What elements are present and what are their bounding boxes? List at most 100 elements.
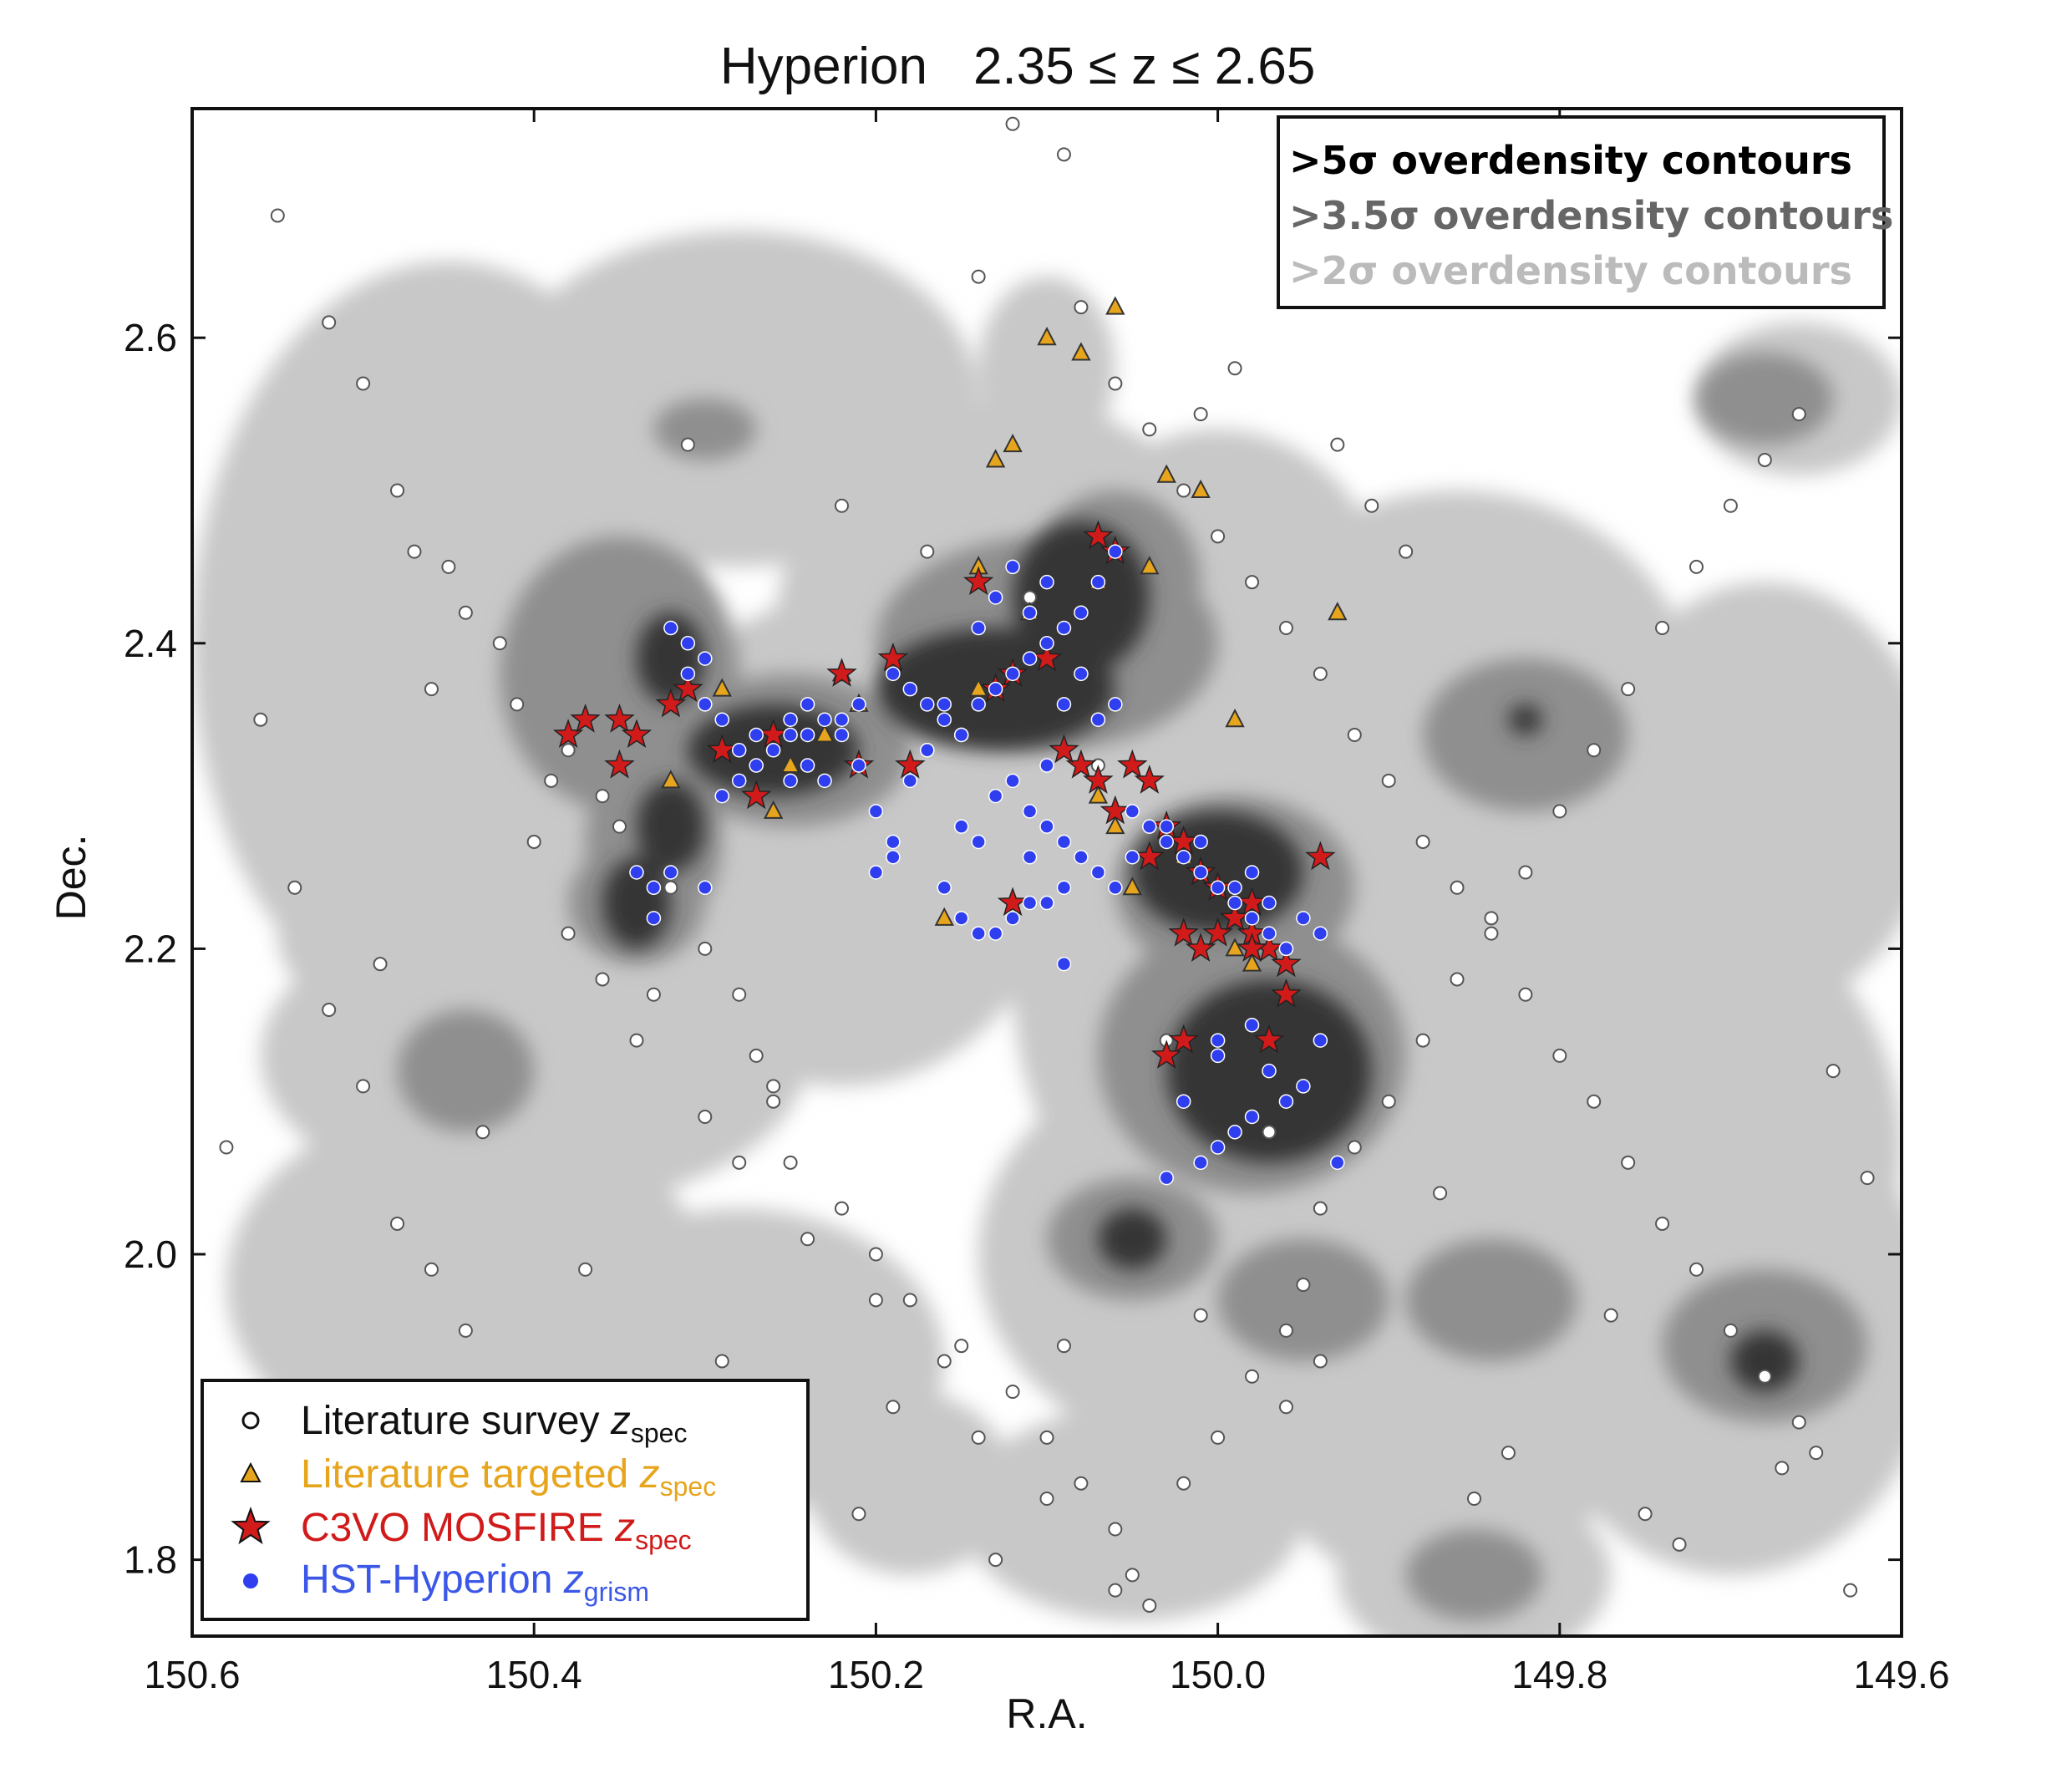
literature-survey-point [407,544,422,559]
hst-hyperion-point [800,697,815,712]
literature-survey-point [1484,911,1499,926]
legend-marker-literature-targeted [240,1461,262,1482]
literature-survey-point [510,697,525,712]
literature-survey-point [698,1109,713,1124]
hst-hyperion-point [1005,911,1020,926]
c3vo-mosfire-point [1134,841,1165,871]
literature-survey-point [1450,972,1465,987]
literature-survey-point [1433,1186,1448,1201]
hst-hyperion-point [1262,895,1277,911]
marker-legend: Literature survey zspec Literature targe… [201,1379,810,1621]
hst-hyperion-point [1108,544,1123,559]
hst-hyperion-point [953,727,969,743]
c3vo-mosfire-point [604,749,635,779]
hst-hyperion-point [731,743,747,758]
literature-survey-point [1484,926,1499,941]
c3vo-mosfire-point [1117,749,1148,779]
c3vo-mosfire-point [877,642,909,672]
c3vo-mosfire-point [997,887,1028,917]
hst-hyperion-point [886,834,901,850]
literature-survey-point [1655,1216,1670,1231]
x-axis-label: R.A. [1006,1690,1087,1737]
x-tick-label: 150.0 [1170,1653,1266,1696]
marker-legend-box [201,1379,810,1621]
literature-survey-point [1125,1568,1140,1583]
literature-survey-point [680,437,695,452]
literature-targeted-point [1122,877,1142,896]
hst-hyperion-point [749,758,764,773]
hst-hyperion-point [800,758,815,773]
literature-survey-point [1347,727,1362,742]
hst-hyperion-point [1227,895,1242,911]
hst-hyperion-point [1005,559,1020,575]
literature-survey-point [766,1094,781,1109]
literature-survey-point [390,483,405,498]
c3vo-mosfire-point [1168,1024,1199,1054]
literature-targeted-point [1225,709,1245,728]
c3vo-mosfire-point [1151,1039,1182,1069]
contour-2sigma-region [1320,826,1526,1010]
hst-hyperion-points [629,544,1345,1186]
contour-2sigma-region [961,1406,1303,1621]
data-points [219,116,1875,1613]
legend-label-c3vo-mosfire: C3VO MOSFIRE zspec [301,1506,692,1555]
hst-hyperion-point [988,681,1003,697]
y-axis-label: Dec. [48,835,94,921]
literature-survey-point [578,1262,593,1277]
literature-targeted-point [1003,434,1023,453]
c3vo-mosfire-point [1168,826,1199,855]
chart-title: Hyperion [720,38,927,95]
hst-hyperion-point [749,727,764,743]
hst-hyperion-point [1022,651,1038,666]
c3vo-mosfire-point [1253,1024,1285,1054]
literature-survey-point [1227,361,1242,376]
contour-2sigma-region [1593,582,1902,1010]
literature-survey-point [1775,1461,1790,1476]
hst-hyperion-point [765,743,781,758]
literature-survey-point [1518,865,1533,880]
hst-hyperion-point [1056,956,1072,972]
literature-survey-point [766,1079,781,1094]
hst-hyperion-point [817,712,832,727]
literature-survey-point [954,1339,969,1354]
literature-survey-point [1005,116,1020,131]
hst-hyperion-point [1296,911,1311,926]
literature-survey-point [1638,1507,1653,1522]
hst-hyperion-point [1244,865,1260,880]
contour-5sigma-region [602,856,671,949]
hst-hyperion-point [783,727,798,743]
literature-survey-point [1193,1308,1208,1323]
literature-survey-point [1074,1476,1089,1491]
hst-hyperion-point [1296,1079,1311,1094]
literature-survey-point [544,773,559,788]
c3vo-mosfire-point [1134,765,1165,794]
x-tick-label: 150.4 [486,1653,582,1696]
hst-hyperion-point [971,926,986,941]
literature-targeted-point [815,724,835,743]
literature-survey-point [1552,804,1567,819]
hst-hyperion-point [1278,941,1294,957]
literature-survey-point [1108,1522,1123,1537]
contour-3p5sigma-region [1696,353,1834,445]
literature-survey-point [612,819,627,834]
literature-survey-point [1056,1339,1071,1354]
c3vo-mosfire-point [895,749,926,779]
literature-survey-point [1552,1048,1567,1063]
chart-title-range: 2.35 ≤ z ≤ 2.65 [973,38,1315,95]
literature-survey-point [1689,559,1704,574]
hst-hyperion-point [1227,1125,1242,1140]
hst-hyperion-point [1074,605,1089,620]
c3vo-mosfire-point [1083,520,1114,550]
hst-hyperion-point [714,712,730,727]
literature-survey-point [424,1262,439,1277]
hst-hyperion-point [988,926,1003,941]
legend-marker-hst-hyperion [243,1573,258,1588]
c3vo-mosfire-point [570,704,601,733]
c3vo-mosfire-point [621,719,653,748]
hst-hyperion-point [783,712,798,727]
hst-hyperion-point [1142,819,1157,834]
literature-survey-point [1757,452,1772,467]
literature-survey-point [1056,147,1071,162]
hst-hyperion-point [971,697,986,712]
literature-survey-point [1381,1094,1396,1109]
